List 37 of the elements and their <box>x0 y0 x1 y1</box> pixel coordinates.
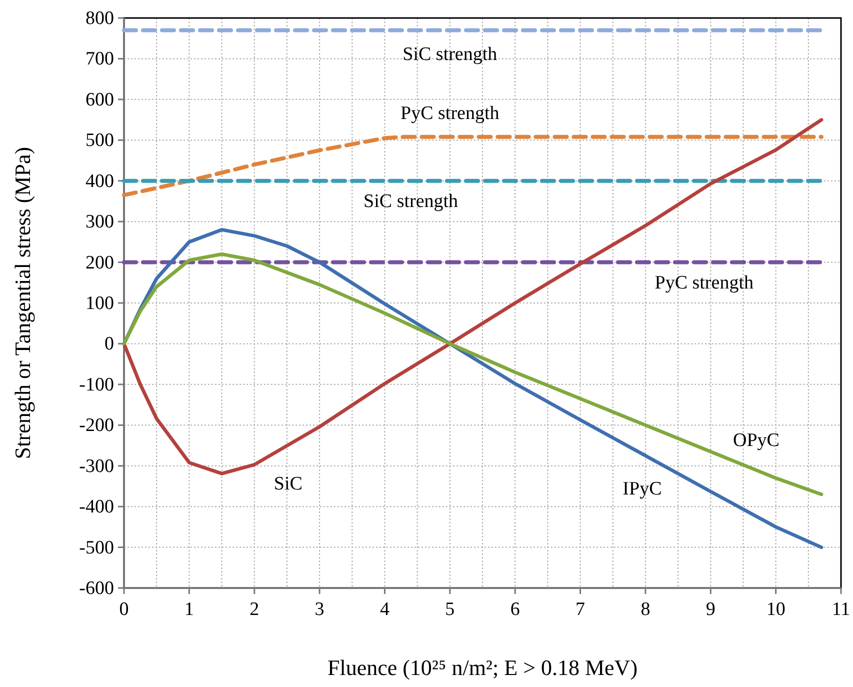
y-tick-label: -100 <box>79 374 114 396</box>
x-tick-label: 5 <box>445 599 455 620</box>
y-tick-label: -200 <box>79 415 114 436</box>
y-tick-label: 700 <box>86 48 114 70</box>
x-tick-label: 11 <box>832 599 850 620</box>
x-tick-label: 0 <box>119 599 129 620</box>
y-tick-label: 600 <box>86 89 114 110</box>
x-tick-label: 10 <box>766 599 786 620</box>
x-tick-label: 4 <box>380 599 390 620</box>
series-label: SiC strength <box>364 190 459 212</box>
y-tick-label: 300 <box>86 212 114 233</box>
y-tick-label: 0 <box>104 334 114 355</box>
y-axis-title: Strength or Tangential stress (MPa) <box>10 146 35 460</box>
y-tick-label: 800 <box>86 8 114 29</box>
x-tick-label: 1 <box>184 599 194 620</box>
x-tick-label: 6 <box>510 599 520 620</box>
series-label: PyC strength <box>654 272 754 294</box>
y-tick-label: -400 <box>79 496 114 518</box>
x-axis-title: Fluence (10²⁵ n/m²; E > 0.18 MeV) <box>327 655 638 680</box>
series-label: IPyC <box>622 478 662 500</box>
y-tick-label: 500 <box>86 130 114 152</box>
x-tick-label: 3 <box>314 599 324 620</box>
y-tick-label: 200 <box>86 252 114 274</box>
line-series <box>122 228 824 550</box>
y-tick-label: -600 <box>79 578 114 599</box>
series-label: SiC <box>274 473 302 494</box>
x-tick-label: 2 <box>250 599 260 620</box>
series-label: PyC strength <box>400 102 500 124</box>
series-label: SiC strength <box>402 44 498 66</box>
x-tick-label: 9 <box>706 599 716 620</box>
y-tick-label: 100 <box>86 293 114 314</box>
y-tick-label: 400 <box>86 170 114 192</box>
x-tick-label: 8 <box>640 599 650 620</box>
y-tick-label: -500 <box>79 537 114 558</box>
x-tick-label: 7 <box>576 599 586 620</box>
y-tick-label: -300 <box>79 456 114 477</box>
series-label: OPyC <box>733 430 780 452</box>
